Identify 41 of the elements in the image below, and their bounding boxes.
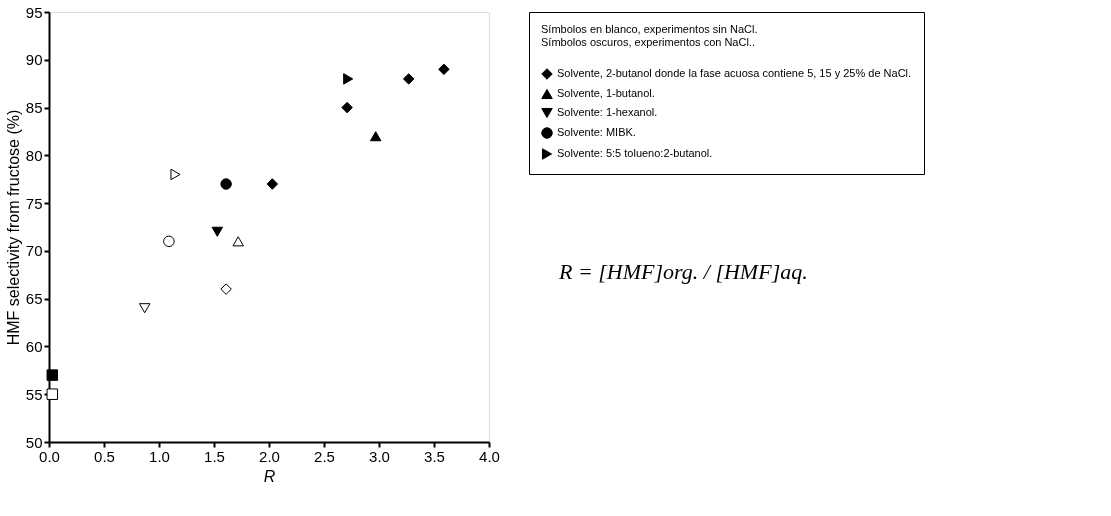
legend-label: Solvente: 1-hexanol.	[557, 106, 658, 118]
point	[138, 303, 151, 314]
point	[211, 226, 224, 237]
point	[220, 178, 232, 190]
y-tick-label: 65	[25, 290, 43, 308]
point	[232, 236, 244, 247]
legend-label: Solvente, 2-butanol donde la fase acuosa contiene 5, 15 y 25% de NaCl.	[557, 67, 912, 79]
point	[46, 388, 59, 400]
point	[369, 131, 382, 142]
text: Símbolos en blanco, experimentos sin NaCl.	[541, 23, 758, 35]
x-tick-label: 1.0	[149, 447, 170, 465]
y-axis-title: HMF selectivity from fructose (%)	[4, 109, 22, 346]
text: R = [HMF]org. / [HMF]aq.	[558, 259, 808, 284]
legend-label: Solvente: MIBK.	[557, 126, 636, 138]
point	[402, 73, 415, 85]
y-tick-label: 60	[25, 337, 43, 355]
point	[438, 63, 450, 76]
point	[341, 101, 353, 114]
point	[46, 369, 59, 381]
y-tick-label: 80	[25, 146, 43, 164]
y-tick-label: 75	[25, 194, 43, 212]
x-tick-label: 2.5	[314, 447, 335, 465]
y-tick-label: 90	[25, 51, 43, 69]
point	[343, 73, 354, 85]
x-tick-label: 4.0	[479, 447, 500, 465]
x-tick-label: 3.0	[369, 447, 390, 465]
point	[163, 235, 175, 248]
x-tick-label: 0.5	[94, 447, 115, 465]
x-tick-label: 1.5	[204, 447, 225, 465]
legend-label: Solvente, 1-butanol.	[557, 87, 655, 99]
y-tick-label: 85	[25, 99, 43, 117]
point	[266, 178, 279, 190]
text: Símbolos oscuros, experimentos con NaCl..	[541, 36, 755, 48]
y-tick-label: 55	[25, 385, 43, 403]
y-tick-label: 70	[25, 242, 43, 260]
x-tick-label: 3.5	[424, 447, 445, 465]
legend-label: Solvente: 5:5 tolueno:2-butanol.	[557, 147, 713, 159]
point	[170, 168, 181, 181]
y-tick-label: 95	[25, 3, 43, 21]
x-tick-label: 2.0	[259, 447, 280, 465]
x-axis-title: R	[263, 467, 276, 485]
